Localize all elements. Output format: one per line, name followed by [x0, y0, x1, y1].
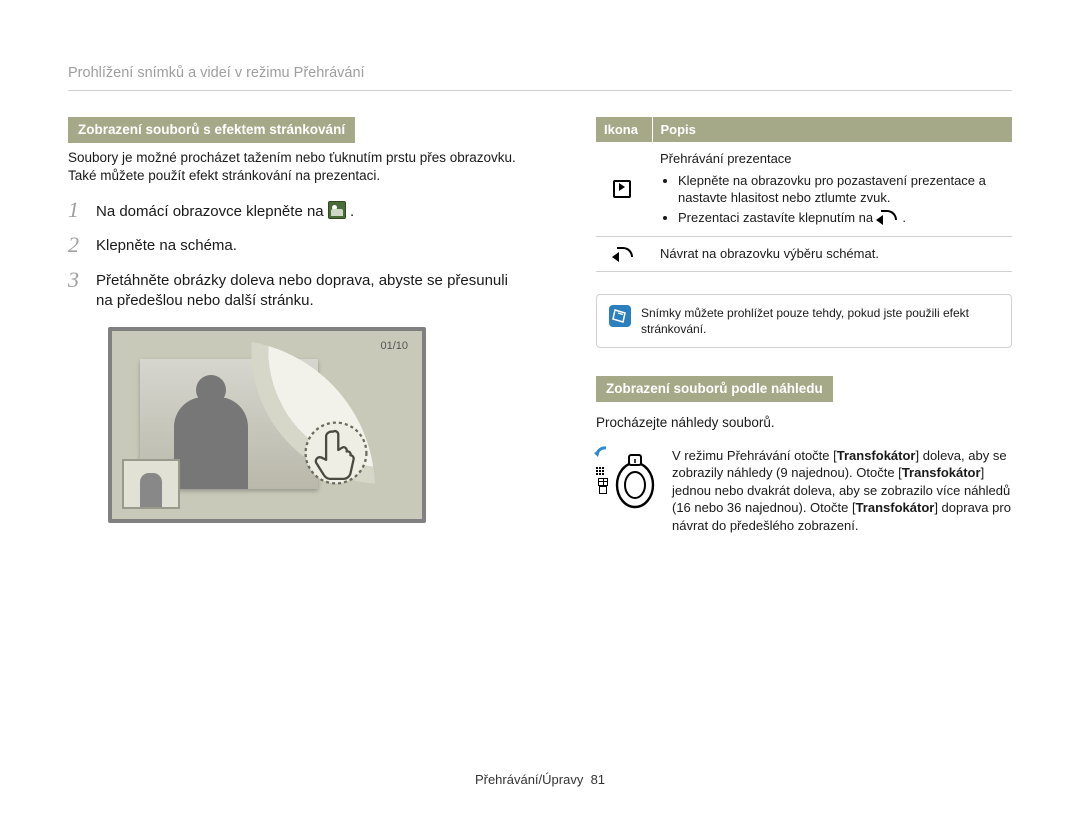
section-title-thumbnails: Zobrazení souborů podle náhledu	[596, 376, 833, 402]
step-number: 1	[68, 199, 96, 221]
breadcrumb: Prohlížení snímků a videí v režimu Přehr…	[68, 64, 1012, 91]
thumbnail-preview	[122, 459, 180, 509]
section-title-pagination: Zobrazení souborů s efektem stránkování	[68, 117, 355, 143]
page-footer: Přehrávání/Úpravy 81	[0, 771, 1080, 789]
th-icon: Ikona	[596, 117, 652, 143]
slideshow-icon	[613, 180, 635, 198]
section2-intro: Procházejte náhledy souborů.	[596, 414, 1012, 432]
grid-4-icon	[598, 478, 608, 486]
steps-list: 1 Na domácí obrazovce klepněte na . 2 Kl…	[68, 199, 528, 311]
dial-instructions: V režimu Přehrávání otočte [Transfokátor…	[672, 447, 1012, 535]
album-icon	[328, 201, 346, 219]
step-number: 3	[68, 269, 96, 291]
info-icon	[609, 305, 631, 327]
back-arrow-icon	[613, 247, 635, 263]
step-1-before: Na domácí obrazovce klepněte na	[96, 203, 328, 220]
step-3: Přetáhněte obrázky doleva nebo doprava, …	[96, 269, 528, 312]
rotate-arrow-icon	[592, 445, 612, 465]
row1-bullet2: Prezentaci zastavíte klepnutím na .	[678, 209, 1004, 227]
step-1-after: .	[350, 203, 354, 220]
page-flip-illustration: 01/10	[108, 327, 426, 523]
zoom-dial-illustration	[596, 447, 658, 519]
row1-title: Přehrávání prezentace	[660, 150, 1004, 168]
swipe-hand-icon	[298, 415, 374, 491]
step-2: Klepněte na schéma.	[96, 234, 237, 256]
row1-bullet1: Klepněte na obrazovku pro pozastavení pr…	[678, 172, 1004, 207]
single-view-icon	[599, 486, 607, 494]
intro-text: Soubory je možné procházet tažením nebo …	[68, 149, 528, 185]
note-box: Snímky můžete prohlížet pouze tehdy, pok…	[596, 294, 1012, 348]
note-text: Snímky můžete prohlížet pouze tehdy, pok…	[641, 305, 999, 337]
table-row: Návrat na obrazovku výběru schémat.	[596, 237, 1012, 272]
icon-table: Ikona Popis Přehrávání prezentace Klepně…	[596, 117, 1012, 272]
step-number: 2	[68, 234, 96, 256]
back-arrow-icon	[877, 210, 899, 226]
th-desc: Popis	[652, 117, 1012, 143]
table-row: Přehrávání prezentace Klepněte na obrazo…	[596, 142, 1012, 237]
row2-desc: Návrat na obrazovku výběru schémat.	[652, 237, 1012, 272]
photo-counter: 01/10	[380, 339, 408, 354]
grid-36-icon	[596, 467, 610, 475]
